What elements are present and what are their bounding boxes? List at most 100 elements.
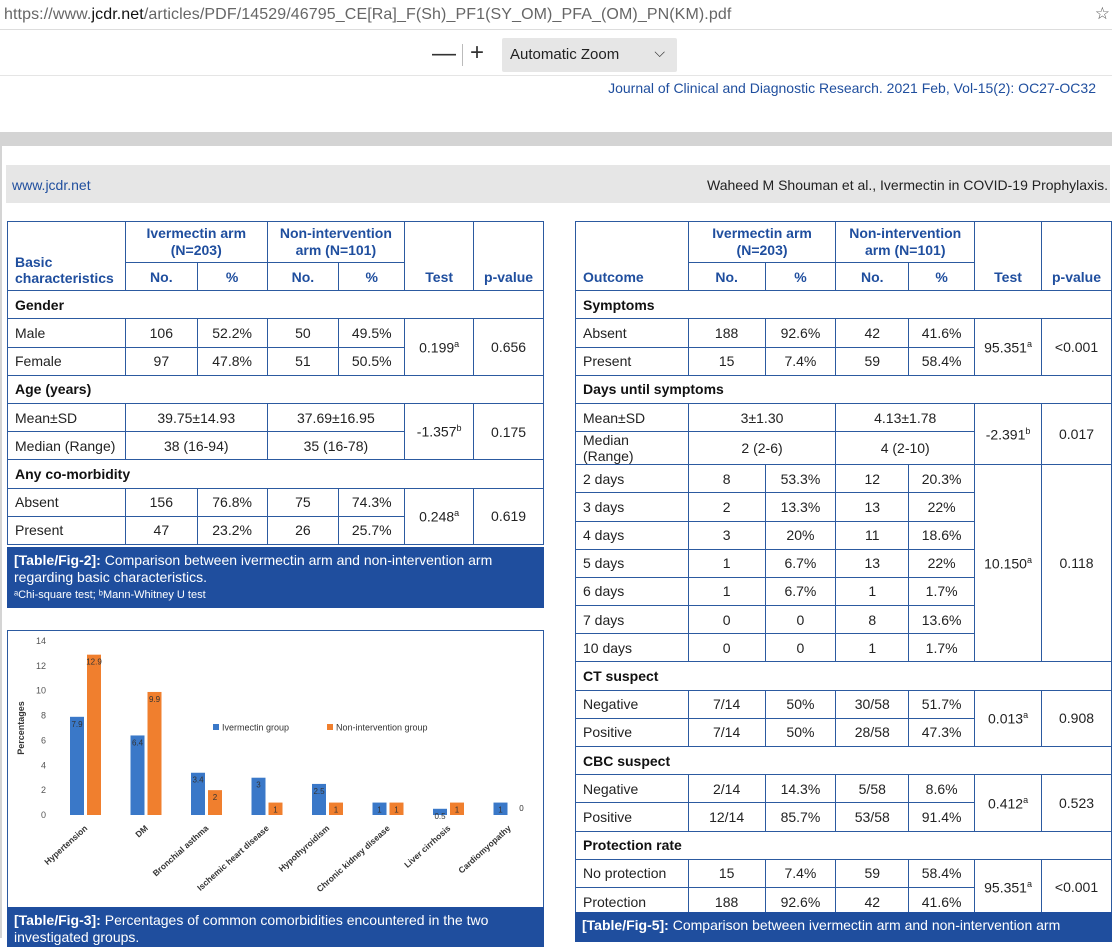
header-p-value: p-value — [1041, 220, 1112, 292]
cell: 8.6% — [908, 774, 976, 804]
cell: 51 — [266, 346, 340, 376]
test-value: 10.150a — [974, 464, 1043, 663]
cell: 30/58 — [835, 689, 910, 719]
row-label: Absent — [575, 318, 689, 348]
header-no: No. — [835, 261, 910, 292]
article-authors: Waheed M Shouman et al., Ivermectin in C… — [707, 177, 1108, 193]
row-label: 2 days — [575, 464, 689, 494]
data-label: 1 — [377, 806, 382, 815]
section-comorbidity: Any co-morbidity — [7, 459, 544, 489]
cell: 35 (16-78) — [266, 431, 406, 461]
header-ivermectin-arm: Ivermectin arm (N=203) — [687, 221, 837, 263]
site-link[interactable]: www.jcdr.net — [12, 177, 91, 193]
cell: 188 — [687, 318, 766, 348]
table-row: Median (Range) 38 (16-94) 35 (16-78) — [7, 431, 544, 461]
cell: 25.7% — [338, 515, 406, 545]
cell: 42 — [835, 886, 910, 917]
table-row: 2 days 8 53.3% 12 20.3% 10.150a 0.118 — [575, 464, 1112, 663]
section-gender: Gender — [7, 290, 544, 320]
row-label: Present — [575, 346, 689, 376]
cell: 38 (16-94) — [124, 431, 268, 461]
section-ct-suspect: CT suspect — [575, 661, 1112, 691]
table-row: Absent 156 76.8% 75 74.3% 0.248a 0.619 — [7, 487, 544, 545]
cell: 13.6% — [908, 605, 976, 635]
row-label: 3 days — [575, 492, 689, 522]
cell: 59 — [835, 858, 910, 888]
header-pct: % — [908, 261, 976, 292]
row-label: 4 days — [575, 520, 689, 550]
cell: 12 — [835, 464, 910, 494]
bar-non-intervention — [87, 654, 101, 815]
table-row: Present 47 23.2% 26 25.7% — [7, 515, 544, 545]
header-pct: % — [764, 261, 837, 292]
data-label: 12.9 — [86, 658, 102, 667]
data-label: 3.4 — [192, 776, 204, 785]
running-header: www.jcdr.net Waheed M Shouman et al., Iv… — [6, 165, 1110, 203]
table-row: Positive 12/14 85.7% 53/58 91.4% — [575, 802, 1112, 832]
cell: 85.7% — [764, 802, 837, 832]
test-value: 0.013a — [974, 689, 1043, 748]
test-value: 0.248a — [404, 487, 475, 545]
cell: 0 — [687, 605, 766, 635]
cell: 91.4% — [908, 802, 976, 832]
cell: 0 — [687, 633, 766, 663]
cell: 7/14 — [687, 717, 766, 748]
y-tick-label: 12 — [36, 661, 46, 671]
row-label: No protection — [575, 858, 689, 888]
p-value: 0.017 — [1041, 402, 1112, 466]
row-label: Median (Range) — [575, 431, 689, 466]
cell: 97 — [124, 346, 198, 376]
cell: 3±1.30 — [687, 402, 837, 433]
section-age: Age (years) — [7, 374, 544, 404]
data-label: 1 — [455, 806, 460, 815]
table-row: Negative 7/14 50% 30/58 51.7% 0.013a 0.9… — [575, 689, 1112, 748]
row-label: Negative — [575, 774, 689, 804]
zoom-out-button[interactable]: — — [432, 40, 456, 67]
cell: 1 — [835, 633, 910, 663]
row-label: 10 days — [575, 633, 689, 663]
zoom-in-button[interactable]: + — [470, 39, 485, 66]
cell: 76.8% — [196, 487, 268, 517]
cell: 2 (2-6) — [687, 431, 837, 466]
cell: 37.69±16.95 — [266, 402, 406, 433]
zoom-select[interactable]: Automatic Zoom ⌵ — [502, 38, 677, 72]
bar-ivermectin — [251, 777, 266, 815]
cell: 15 — [687, 858, 766, 888]
data-label: 1 — [334, 806, 339, 815]
cell: 58.4% — [908, 858, 976, 888]
test-value: 95.351a — [974, 858, 1043, 917]
cell: 13 — [835, 548, 910, 578]
data-label: 6.4 — [132, 738, 144, 747]
bar-ivermectin — [493, 802, 508, 815]
cell: 41.6% — [908, 318, 976, 348]
page-edge — [0, 146, 2, 938]
bar-non-intervention — [147, 691, 162, 815]
bookmark-star-icon[interactable]: ☆ — [1094, 4, 1110, 23]
test-value: 0.412a — [974, 774, 1043, 832]
cell: 50 — [266, 318, 340, 348]
y-tick-label: 6 — [41, 735, 46, 745]
cell: 58.4% — [908, 346, 976, 376]
table-fig-2: Basic characteristics Ivermectin arm (N=… — [7, 220, 544, 545]
cell: 74.3% — [338, 487, 406, 517]
cell: 20% — [764, 520, 837, 550]
cell: 50% — [764, 689, 837, 719]
section-days-until-symptoms: Days until symptoms — [575, 374, 1112, 404]
cell: 28/58 — [835, 717, 910, 748]
cell: 42 — [835, 318, 910, 348]
bar-ivermectin — [70, 716, 84, 815]
header-pct: % — [338, 261, 406, 292]
address-bar[interactable]: https://www.jcdr.net/articles/PDF/14529/… — [0, 0, 1112, 30]
caption-note: ᵃChi-square test; ᵇMann-Whitney U test — [14, 589, 206, 601]
row-label: Positive — [575, 802, 689, 832]
data-label: 3 — [256, 781, 261, 790]
cell: 50.5% — [338, 346, 406, 376]
table-row: No protection 15 7.4% 59 58.4% 95.351a <… — [575, 858, 1112, 917]
cell: 3 — [687, 520, 766, 550]
category-label: Cardiomyopathy — [456, 823, 513, 875]
cell: 0 — [764, 605, 837, 635]
table-fig-5: Outcome Ivermectin arm (N=203) Non-inter… — [575, 220, 1112, 917]
cell: 51.7% — [908, 689, 976, 719]
y-tick-label: 8 — [41, 711, 46, 721]
url-text[interactable]: https://www.jcdr.net/articles/PDF/14529/… — [4, 5, 732, 23]
